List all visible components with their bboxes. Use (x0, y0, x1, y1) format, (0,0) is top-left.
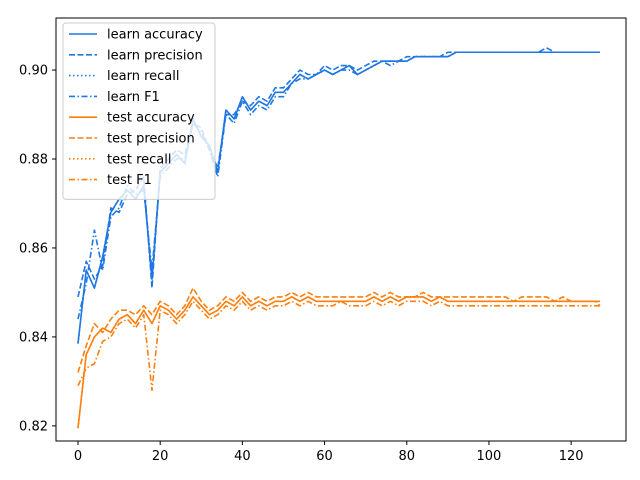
x-tick-label: 100 (477, 449, 502, 464)
plot-frame (55, 17, 627, 442)
y-tick-label: 0.86 (19, 241, 48, 256)
series-line-learn-recall (77, 51, 600, 344)
series-line-test-recall (77, 296, 600, 429)
x-tick-label: 20 (152, 449, 169, 464)
x-tick-label: 120 (559, 449, 584, 464)
legend-entry-label: test recall (107, 152, 172, 167)
legend-entry-label: learn recall (107, 69, 179, 84)
legend-entry-label: learn accuracy (107, 28, 203, 43)
x-tick-label: 40 (234, 449, 251, 464)
x-tick-label: 60 (316, 449, 333, 464)
series-line-test-precision (77, 287, 601, 373)
legend: learn accuracy learn precision learn recal… (62, 22, 216, 200)
x-tick-label: 80 (398, 449, 415, 464)
legend-entry-label: test accuracy (107, 111, 195, 126)
x-tick-label: 0 (74, 449, 82, 464)
y-tick-label: 0.90 (19, 64, 48, 79)
legend-entry-label: test F1 (107, 173, 152, 188)
legend-box (62, 22, 216, 200)
series-layer (77, 46, 601, 429)
y-tick-label: 0.84 (19, 330, 48, 345)
y-tick-label: 0.82 (19, 419, 48, 434)
y-tick-label: 0.88 (19, 153, 48, 168)
legend-entry-label: test precision (107, 132, 195, 147)
series-line-learn-f1 (77, 51, 600, 320)
y-axis: 0.82 0.84 0.86 0.88 0.90 (19, 64, 56, 434)
legend-entry-label: learn precision (107, 48, 203, 63)
series-line-test-f1 (77, 300, 600, 392)
series-line-test-accuracy (77, 296, 600, 429)
x-axis: 0 20 40 60 80 100 120 (74, 441, 584, 464)
legend-entry-label: learn F1 (107, 90, 160, 105)
